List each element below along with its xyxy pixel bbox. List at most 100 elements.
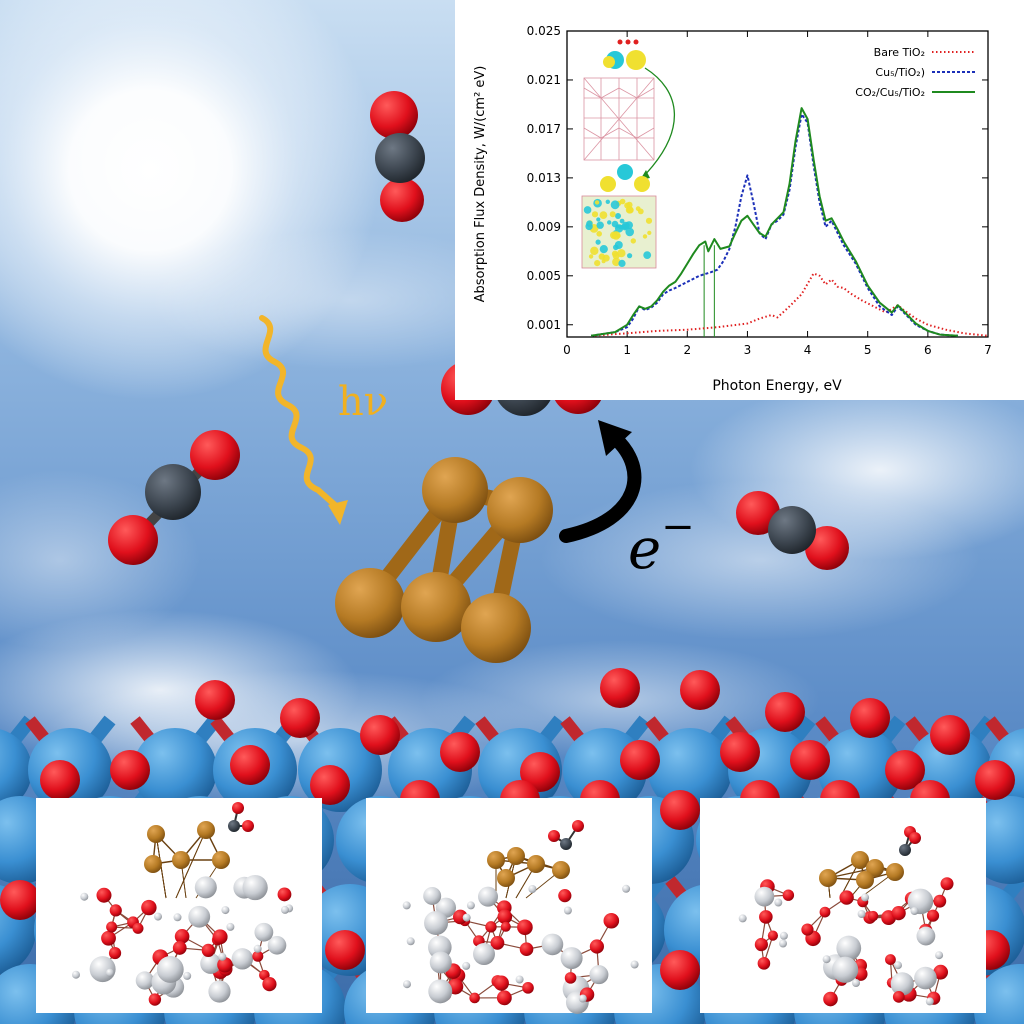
o-atom — [172, 941, 187, 955]
y-tick-label: 0.001 — [527, 318, 561, 332]
ti-atom — [429, 951, 452, 974]
h-atom — [173, 913, 182, 922]
vertical-markers — [703, 245, 715, 337]
o-atom — [148, 993, 162, 1006]
o-atom — [801, 923, 814, 936]
chart-background — [455, 0, 1024, 400]
density-blob — [637, 208, 644, 215]
h-atom — [738, 914, 747, 923]
x-tick-label: 2 — [683, 343, 691, 357]
ti-atom — [188, 905, 211, 928]
o-atom — [548, 830, 560, 842]
charge-density-inset — [581, 39, 675, 269]
o-atom — [767, 930, 779, 941]
density-blob — [599, 245, 608, 254]
cu-atom — [487, 851, 505, 869]
o-atom — [96, 887, 112, 903]
density-blob — [617, 249, 626, 258]
h-atom — [630, 960, 639, 969]
h-atom — [466, 901, 475, 910]
legend-label-3: CO₂/Cu₅/TiO₂ — [855, 86, 925, 99]
h-atom — [910, 907, 919, 915]
ti-atom — [648, 728, 732, 812]
density-blob — [625, 227, 634, 237]
photon-arrow-head — [328, 500, 348, 525]
o-atom — [141, 899, 157, 916]
x-tick-label: 4 — [804, 343, 812, 357]
cu-surface-bond — [175, 829, 207, 899]
ti-atom — [478, 886, 499, 907]
series-line-1 — [591, 272, 988, 337]
y-axis-ticks: 0.025 0.021 0.017 0.013 0.009 0.005 0.001 — [527, 24, 988, 332]
y-tick-label: 0.017 — [527, 122, 561, 136]
h-atom — [622, 884, 631, 893]
o-atom — [0, 880, 40, 920]
co2-molecule-right — [736, 491, 849, 570]
cu-atom — [886, 863, 904, 881]
density-blob — [630, 238, 636, 244]
o-atom — [440, 732, 480, 772]
o-atom — [885, 954, 896, 965]
o-atom — [109, 904, 122, 917]
cu-atom — [497, 869, 515, 887]
o-atom — [765, 692, 805, 732]
o-atom — [933, 894, 947, 908]
y-tick-label: 0.013 — [527, 171, 561, 185]
o-atom — [493, 975, 509, 991]
ti-atom — [135, 971, 154, 990]
ti-atom — [473, 943, 496, 966]
c-atom — [228, 820, 240, 832]
density-blob — [596, 217, 601, 222]
h-atom — [563, 906, 572, 915]
h-atom — [402, 901, 411, 910]
density-blob — [645, 217, 653, 224]
h-atom — [528, 885, 537, 893]
cu-atom — [147, 825, 165, 843]
o-atom — [232, 802, 244, 814]
density-blob — [594, 260, 601, 267]
h-atom — [935, 951, 944, 960]
ti-atom — [754, 886, 775, 907]
plot-frame — [566, 30, 989, 338]
o-atom — [720, 732, 760, 772]
h-atom — [154, 912, 162, 921]
o-atom — [212, 929, 228, 945]
ti-atom — [424, 911, 449, 936]
h-atom — [226, 922, 235, 931]
o-atom — [790, 740, 830, 780]
structure-panel-3 — [700, 798, 986, 1013]
ti-atom — [0, 729, 32, 811]
o-atom — [819, 906, 831, 918]
o-atom — [909, 832, 921, 844]
h-atom — [925, 997, 934, 1006]
ti-atom — [423, 886, 442, 905]
ti-atom — [832, 956, 859, 983]
density-blob — [595, 239, 601, 245]
electron-label: e− — [628, 504, 695, 582]
o-atom — [926, 909, 940, 922]
h-atom — [852, 979, 860, 987]
o-atom — [110, 750, 150, 790]
h-atom — [403, 980, 411, 989]
ti-atom — [254, 922, 274, 942]
h-atom — [80, 892, 89, 901]
h-atom — [857, 910, 866, 918]
ti-atom — [267, 935, 287, 955]
cu-atom — [856, 871, 874, 889]
o-atom — [603, 912, 620, 929]
density-blob — [615, 213, 621, 219]
ti-atom — [974, 964, 1024, 1024]
ti-atom — [133, 728, 217, 812]
o-atom — [262, 977, 277, 992]
o-atom — [660, 790, 700, 830]
ti-atom — [242, 874, 268, 901]
h-atom — [462, 913, 471, 922]
density-blob — [590, 246, 599, 255]
x-tick-label: 3 — [744, 343, 752, 357]
o-atom — [517, 919, 533, 936]
o-atom — [867, 910, 879, 922]
o-atom — [360, 715, 400, 755]
x-axis-label: Photon Energy, eV — [712, 378, 842, 394]
cu-atom — [527, 855, 545, 873]
